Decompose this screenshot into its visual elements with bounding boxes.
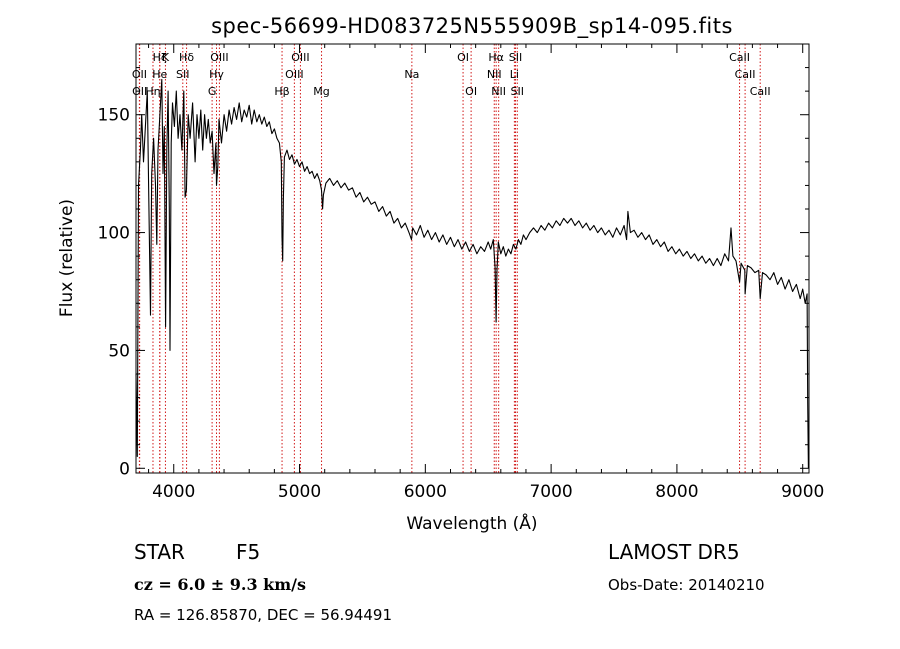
survey-name: LAMOST DR5 bbox=[608, 540, 740, 564]
plot-frame bbox=[135, 43, 810, 474]
spectral-line-label: K bbox=[162, 51, 170, 64]
spectral-line-label: OI bbox=[465, 85, 477, 98]
spectral-line-label: Hβ bbox=[274, 85, 289, 98]
spectral-line-label: SII bbox=[176, 68, 189, 81]
spectral-line-label: CaII bbox=[750, 85, 771, 98]
spectral-line-label: Hγ bbox=[209, 68, 224, 81]
spectral-line-label: CaII bbox=[729, 51, 750, 64]
x-tick-label: 6000 bbox=[404, 482, 447, 502]
redshift-readout: cz = 6.0 ± 9.3 km/s bbox=[134, 575, 306, 594]
spectrum-series-line bbox=[135, 78, 809, 469]
spectral-line-label: Na bbox=[404, 68, 419, 81]
spectral-line-label: OII bbox=[132, 68, 147, 81]
spectral-line-label: Hα bbox=[488, 51, 504, 64]
x-axis-label: Wavelength (Å) bbox=[406, 512, 537, 534]
spectral-line-label: SII bbox=[511, 85, 524, 98]
x-axis-ticks: 4000 5000 6000 7000 8000 9000 bbox=[148, 44, 824, 502]
x-tick-label: 4000 bbox=[152, 482, 195, 502]
x-tick-label: 7000 bbox=[529, 482, 572, 502]
spectral-line-label: SII bbox=[509, 51, 522, 64]
y-axis-ticks: 0 50 100 150 bbox=[98, 67, 809, 479]
coordinates: RA = 126.85870, DEC = 56.94491 bbox=[134, 606, 392, 624]
spectral-line-label: OIII bbox=[210, 51, 228, 64]
spectral-line-label: Hζ bbox=[153, 51, 167, 64]
object-subclass: F5 bbox=[236, 540, 260, 564]
spectral-line-markers bbox=[138, 44, 761, 473]
object-type: STAR bbox=[134, 540, 185, 564]
spectral-line-label: OI bbox=[457, 51, 469, 64]
spectral-line-label: Mg bbox=[313, 85, 329, 98]
spectral-line-label: Li bbox=[510, 68, 519, 81]
spectral-line-label: OIII bbox=[291, 51, 309, 64]
spectral-line-label: Hδ bbox=[179, 51, 194, 64]
y-tick-label: 150 bbox=[98, 106, 130, 126]
spectral-line-label: Hη bbox=[145, 85, 160, 98]
spectral-line-label: NII bbox=[487, 68, 502, 81]
spectral-line-label: G bbox=[208, 85, 217, 98]
x-tick-label: 5000 bbox=[278, 482, 321, 502]
spectral-line-label: OIII bbox=[285, 68, 303, 81]
spectral-line-label: He bbox=[152, 68, 167, 81]
x-tick-label: 9000 bbox=[781, 482, 824, 502]
y-axis-label: Flux (relative) bbox=[57, 199, 77, 317]
obs-date: Obs-Date: 20140210 bbox=[608, 576, 765, 594]
y-tick-label: 100 bbox=[98, 224, 130, 244]
x-tick-label: 8000 bbox=[655, 482, 698, 502]
spectral-line-labels: HζK Hδ OIII OIII OI Hα SII CaII OII He SII Hγ OIII Na… bbox=[132, 51, 771, 98]
chart-title: spec-56699-HD083725N555909B_sp14-095.fit… bbox=[211, 14, 733, 39]
spectral-line-label: NII bbox=[491, 85, 506, 98]
y-tick-label: 0 bbox=[119, 459, 130, 479]
y-tick-label: 50 bbox=[108, 341, 130, 361]
spectral-line-label: CaII bbox=[735, 68, 756, 81]
